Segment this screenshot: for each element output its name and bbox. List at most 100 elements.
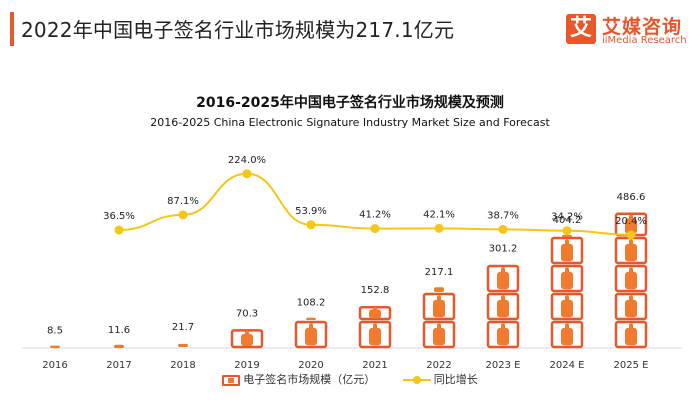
bar-2021 [358,305,392,349]
finger-icon [629,295,633,304]
legend-item-line: 同比增长 [402,371,478,387]
hand-icon [561,299,573,318]
hand-icon [561,243,573,262]
hand-icon [625,218,637,234]
finger-icon [565,295,569,304]
legend-item-bars: 电子签名市场规模（亿元） [222,371,375,387]
finger-icon [565,267,569,276]
bar-2025 E [614,212,648,349]
hand-icon [561,271,573,290]
x-tick-label: 2025 E [614,360,649,371]
x-tick-label: 2023 E [486,360,521,371]
bar-value-label: 11.6 [108,325,130,336]
bar-segment [114,344,124,348]
bar-segment [178,343,188,347]
bar-value-label: 152.8 [361,285,390,296]
finger-icon [501,267,505,276]
growth-point-2021 [370,224,380,234]
growth-label: 34.2% [551,212,583,223]
finger-icon [501,323,505,332]
bar-2022 [422,287,456,349]
hand-icon [497,271,509,290]
hand-icon [369,309,381,319]
bar-2020 [294,317,328,349]
x-tick-label: 2019 [234,360,259,371]
bar-value-label: 108.2 [297,298,326,309]
x-tick-label: 2020 [298,360,323,371]
bar-2016 [50,345,60,348]
finger-icon [309,323,313,332]
growth-label: 38.7% [487,210,519,221]
finger-icon [629,239,633,248]
hand-icon [561,327,573,346]
hand-icon [369,327,381,346]
logo-mark: 艾 [569,16,592,41]
logo-name-en: iiMedia Research [602,35,687,46]
growth-point-2020 [306,220,316,230]
hand-icon [625,299,637,318]
finger-icon [629,267,633,276]
bar-2024 E [550,234,584,349]
finger-icon [437,295,441,304]
growth-point-2022 [434,223,444,233]
growth-label: 42.1% [423,209,455,220]
bar-2018 [178,343,188,347]
bar-value-label: 217.1 [425,267,454,278]
bar-segment [562,234,572,237]
legend-label-line: 同比增长 [433,373,478,386]
page-title: 2022年中国电子签名行业市场规模为217.1亿元 [21,18,455,42]
growth-label: 41.2% [359,210,391,221]
growth-line [118,172,632,236]
finger-icon [565,323,569,332]
logo-name-cn: 艾媒咨询 [602,16,683,38]
growth-label: 20.4% [615,216,647,227]
hand-icon [433,327,445,346]
growth-point-2023 E [498,224,508,234]
growth-point-2019 [242,169,252,179]
bar-segment [50,345,60,348]
bar-segment [434,287,444,292]
bar-2023 E [486,264,520,349]
growth-label: 53.9% [295,206,327,217]
chart-title: 2016-2025年中国电子签名行业市场规模及预测 [196,95,504,111]
growth-point-2024 E [562,226,572,236]
x-tick-label: 2021 [362,360,387,371]
bar-2019 [230,329,264,349]
hand-icon [433,299,445,318]
finger-icon [501,295,505,304]
bar-series-icon [222,374,241,386]
x-tick-label: 2024 E [550,360,585,371]
finger-icon [565,239,569,248]
line-series-icon [402,375,431,385]
finger-icon [373,306,377,312]
finger-icon [437,323,441,332]
growth-point-2017 [114,225,124,235]
x-tick-label: 2022 [426,360,451,371]
x-tick-label: 2016 [42,360,67,371]
hand-icon [625,271,637,290]
header-accent-bar [10,12,14,46]
bar-segment [306,317,316,320]
growth-label: 224.0% [228,155,266,166]
hand-icon [625,243,637,262]
finger-icon [629,323,633,332]
hand-icon [497,299,509,318]
growth-point-2025 E [626,230,636,240]
x-tick-label: 2017 [106,360,131,371]
finger-icon [245,330,249,337]
finger-icon [629,214,633,222]
iimedia-logo-icon: 艾 [566,14,596,44]
bar-value-label: 404.2 [553,215,582,226]
hand-icon [497,327,509,346]
growth-label: 87.1% [167,196,199,207]
bar-value-label: 21.7 [172,322,194,333]
hand-icon [625,327,637,346]
bar-value-label: 8.5 [47,326,63,337]
bar-value-label: 486.6 [617,192,646,203]
hand-icon [241,333,253,347]
growth-label: 36.5% [103,211,135,222]
hand-icon [305,327,317,346]
growth-point-2018 [178,210,188,220]
finger-icon [373,323,377,332]
